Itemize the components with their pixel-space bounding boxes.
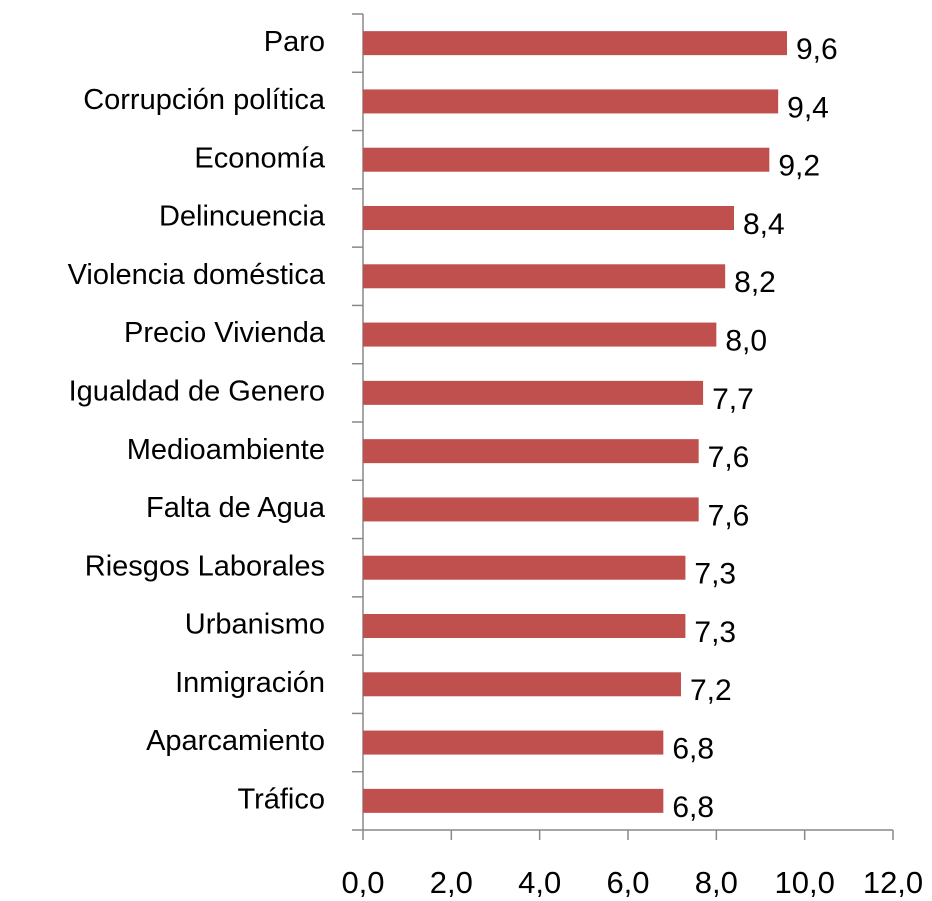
bar — [363, 555, 686, 580]
value-label: 7,3 — [694, 616, 736, 649]
bar — [363, 788, 664, 813]
bar — [363, 206, 734, 230]
bar — [363, 89, 779, 114]
x-tick-label: 10,0 — [774, 865, 834, 900]
category-label: Inmigración — [175, 667, 325, 699]
category-label: Paro — [264, 26, 325, 58]
bar — [363, 497, 699, 522]
value-label: 6,8 — [672, 791, 714, 824]
value-label: 7,6 — [708, 441, 750, 474]
bar — [363, 322, 717, 347]
value-label: 7,7 — [712, 383, 754, 416]
x-tick-label: 6,0 — [606, 865, 649, 900]
x-tick-label: 8,0 — [695, 865, 738, 900]
value-label: 7,2 — [690, 674, 732, 707]
category-label: Urbanismo — [185, 609, 325, 641]
bar — [363, 264, 726, 289]
value-label: 9,2 — [778, 150, 820, 183]
value-label: 8,2 — [734, 266, 776, 299]
category-label: Medioambiente — [127, 434, 325, 466]
value-label: 8,4 — [743, 208, 785, 241]
category-label: Corrupción política — [83, 84, 326, 116]
category-label: Tráfico — [237, 784, 325, 816]
category-label: Falta de Agua — [146, 492, 326, 524]
category-label: Precio Vivienda — [124, 317, 326, 349]
category-label: Delincuencia — [159, 201, 326, 233]
category-label: Violencia doméstica — [68, 259, 326, 291]
value-label: 7,3 — [694, 558, 736, 591]
category-label: Aparcamiento — [146, 725, 325, 757]
x-tick-label: 12,0 — [863, 865, 923, 900]
category-label: Riesgos Laborales — [85, 550, 325, 582]
bar — [363, 614, 686, 638]
bar — [363, 672, 681, 697]
category-label: Economía — [194, 142, 325, 174]
value-label: 6,8 — [672, 732, 714, 765]
value-label: 9,6 — [796, 33, 838, 66]
category-label: Igualdad de Genero — [69, 376, 325, 408]
bar — [363, 31, 787, 56]
value-label: 9,4 — [787, 91, 829, 124]
value-label: 8,0 — [725, 324, 767, 357]
x-tick-label: 0,0 — [341, 865, 384, 900]
bar — [363, 439, 699, 464]
bar — [363, 730, 664, 755]
bar — [363, 147, 770, 172]
value-label: 7,6 — [708, 499, 750, 532]
bar — [363, 380, 704, 405]
x-tick-label: 4,0 — [518, 865, 561, 900]
x-tick-label: 2,0 — [430, 865, 473, 900]
